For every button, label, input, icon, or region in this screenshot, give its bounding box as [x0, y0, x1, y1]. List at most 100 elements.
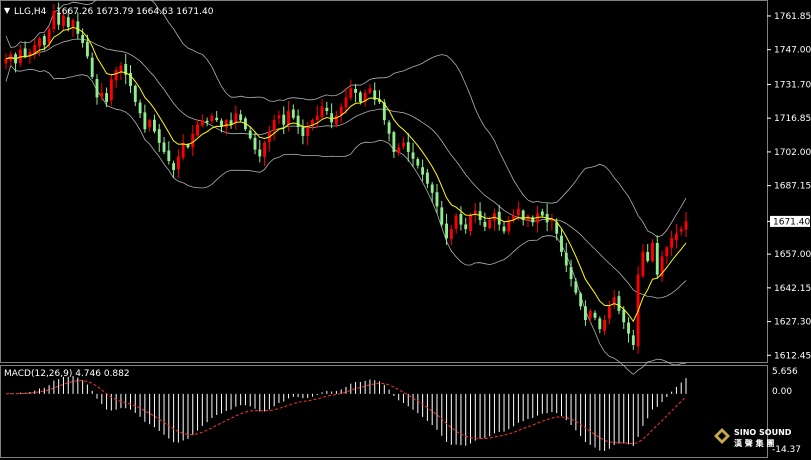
- candle[interactable]: [33, 38, 37, 60]
- candle[interactable]: [358, 90, 362, 105]
- candle[interactable]: [641, 244, 645, 278]
- candle[interactable]: [392, 130, 396, 158]
- candle[interactable]: [200, 114, 204, 128]
- candle[interactable]: [100, 83, 104, 101]
- candle[interactable]: [660, 250, 664, 282]
- candle[interactable]: [129, 65, 132, 93]
- candle[interactable]: [646, 244, 650, 263]
- candle[interactable]: [373, 82, 377, 105]
- candle[interactable]: [440, 200, 444, 227]
- candle[interactable]: [153, 114, 156, 134]
- candle[interactable]: [42, 33, 46, 51]
- candle[interactable]: [612, 290, 616, 309]
- candle[interactable]: [18, 44, 22, 67]
- candle[interactable]: [655, 235, 659, 279]
- candle[interactable]: [124, 54, 128, 85]
- candle[interactable]: [205, 117, 209, 127]
- candle[interactable]: [315, 105, 319, 128]
- candle[interactable]: [473, 202, 477, 224]
- candle[interactable]: [133, 84, 137, 107]
- candle[interactable]: [109, 73, 113, 106]
- candle[interactable]: [114, 66, 118, 89]
- candle[interactable]: [560, 228, 563, 257]
- dropdown-arrow-icon[interactable]: ▼: [4, 6, 11, 15]
- candle[interactable]: [162, 137, 166, 155]
- candle[interactable]: [378, 90, 381, 105]
- candle[interactable]: [157, 123, 161, 152]
- candle[interactable]: [325, 101, 329, 116]
- candle[interactable]: [267, 125, 271, 152]
- candlesticks[interactable]: [4, 2, 688, 354]
- candle[interactable]: [90, 52, 94, 79]
- candle[interactable]: [531, 215, 535, 227]
- candle[interactable]: [387, 119, 391, 142]
- candle[interactable]: [186, 143, 190, 149]
- candle[interactable]: [406, 133, 410, 162]
- candle[interactable]: [4, 53, 8, 70]
- candle[interactable]: [148, 118, 152, 132]
- candle[interactable]: [430, 181, 434, 203]
- candle[interactable]: [574, 277, 578, 295]
- candle[interactable]: [449, 224, 453, 246]
- candle[interactable]: [521, 209, 525, 226]
- candle[interactable]: [66, 9, 70, 32]
- candle[interactable]: [339, 103, 343, 123]
- candle[interactable]: [469, 213, 472, 236]
- candle[interactable]: [306, 121, 310, 146]
- candle[interactable]: [416, 157, 420, 169]
- candle[interactable]: [196, 119, 199, 137]
- candle[interactable]: [52, 3, 56, 33]
- candle[interactable]: [584, 300, 587, 326]
- candle[interactable]: [421, 159, 425, 182]
- candle[interactable]: [670, 230, 674, 256]
- candle[interactable]: [588, 308, 592, 323]
- candle[interactable]: [172, 160, 176, 178]
- candle[interactable]: [229, 112, 233, 129]
- candle[interactable]: [502, 221, 506, 234]
- candle[interactable]: [397, 143, 401, 157]
- candle[interactable]: [263, 140, 267, 167]
- candle[interactable]: [119, 62, 123, 80]
- candle[interactable]: [665, 246, 669, 265]
- candle[interactable]: [95, 74, 99, 105]
- candle[interactable]: [320, 99, 324, 120]
- candle[interactable]: [287, 100, 290, 132]
- candle[interactable]: [334, 110, 338, 128]
- candle[interactable]: [330, 103, 334, 129]
- candle[interactable]: [411, 142, 415, 168]
- candle[interactable]: [631, 329, 635, 350]
- candle[interactable]: [311, 118, 314, 131]
- candle[interactable]: [464, 217, 468, 234]
- candle[interactable]: [445, 213, 448, 245]
- candle[interactable]: [607, 301, 611, 325]
- candle[interactable]: [497, 205, 501, 231]
- candle[interactable]: [296, 109, 300, 134]
- candle[interactable]: [622, 306, 626, 329]
- candle[interactable]: [210, 113, 214, 124]
- candle[interactable]: [38, 36, 41, 57]
- candle[interactable]: [291, 104, 295, 120]
- candle[interactable]: [138, 99, 142, 119]
- candle[interactable]: [57, 2, 61, 30]
- candle[interactable]: [191, 125, 195, 156]
- candle[interactable]: [76, 12, 80, 40]
- candle[interactable]: [368, 84, 372, 95]
- candle[interactable]: [550, 213, 554, 231]
- candle[interactable]: [540, 208, 544, 217]
- candle[interactable]: [258, 140, 262, 163]
- candle[interactable]: [301, 119, 305, 145]
- candle[interactable]: [627, 317, 630, 343]
- candle[interactable]: [176, 149, 180, 179]
- candle[interactable]: [454, 213, 458, 234]
- candle[interactable]: [579, 291, 583, 310]
- candle[interactable]: [277, 110, 281, 125]
- candle[interactable]: [167, 141, 171, 165]
- candle[interactable]: [569, 259, 573, 287]
- candle[interactable]: [239, 109, 243, 122]
- candle[interactable]: [512, 209, 516, 224]
- candle[interactable]: [593, 310, 597, 321]
- candle[interactable]: [617, 290, 621, 315]
- candle[interactable]: [23, 41, 27, 59]
- candle[interactable]: [354, 84, 358, 103]
